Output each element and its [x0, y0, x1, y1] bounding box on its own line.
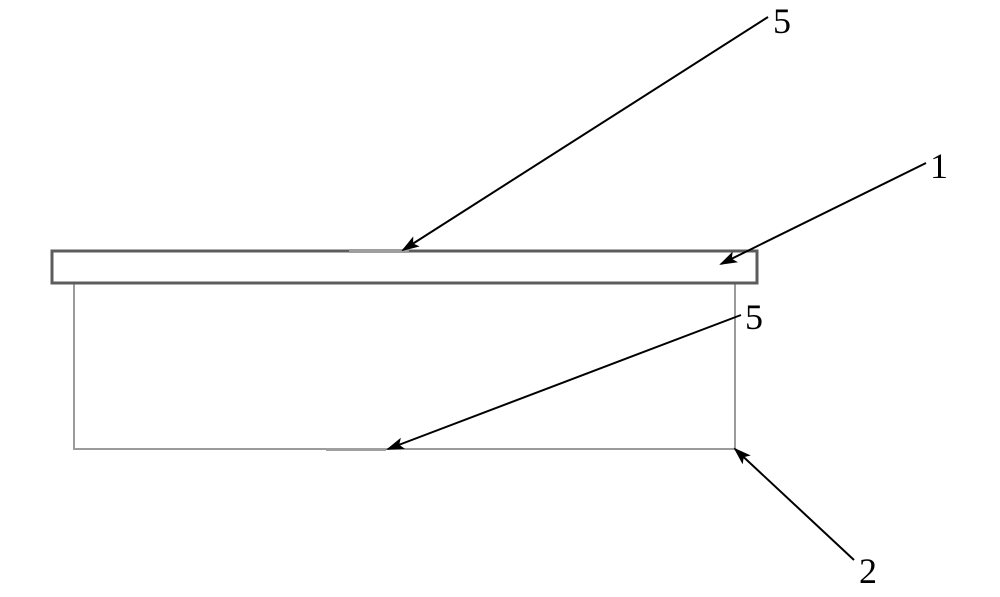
label-2: 2	[859, 550, 877, 592]
lower-body-rect	[74, 283, 735, 449]
upper-cap-rect	[52, 251, 757, 283]
label-5-bottom: 5	[745, 296, 763, 338]
feature-top-segment	[349, 249, 409, 253]
arrow-to-lower-rect	[735, 449, 854, 560]
diagram-svg	[0, 0, 1000, 597]
label-5-top: 5	[773, 0, 791, 42]
arrow-to-upper-rect	[721, 163, 926, 264]
label-1: 1	[930, 145, 948, 187]
arrow-to-feature-top	[403, 17, 768, 250]
feature-bottom-segment	[326, 448, 386, 451]
